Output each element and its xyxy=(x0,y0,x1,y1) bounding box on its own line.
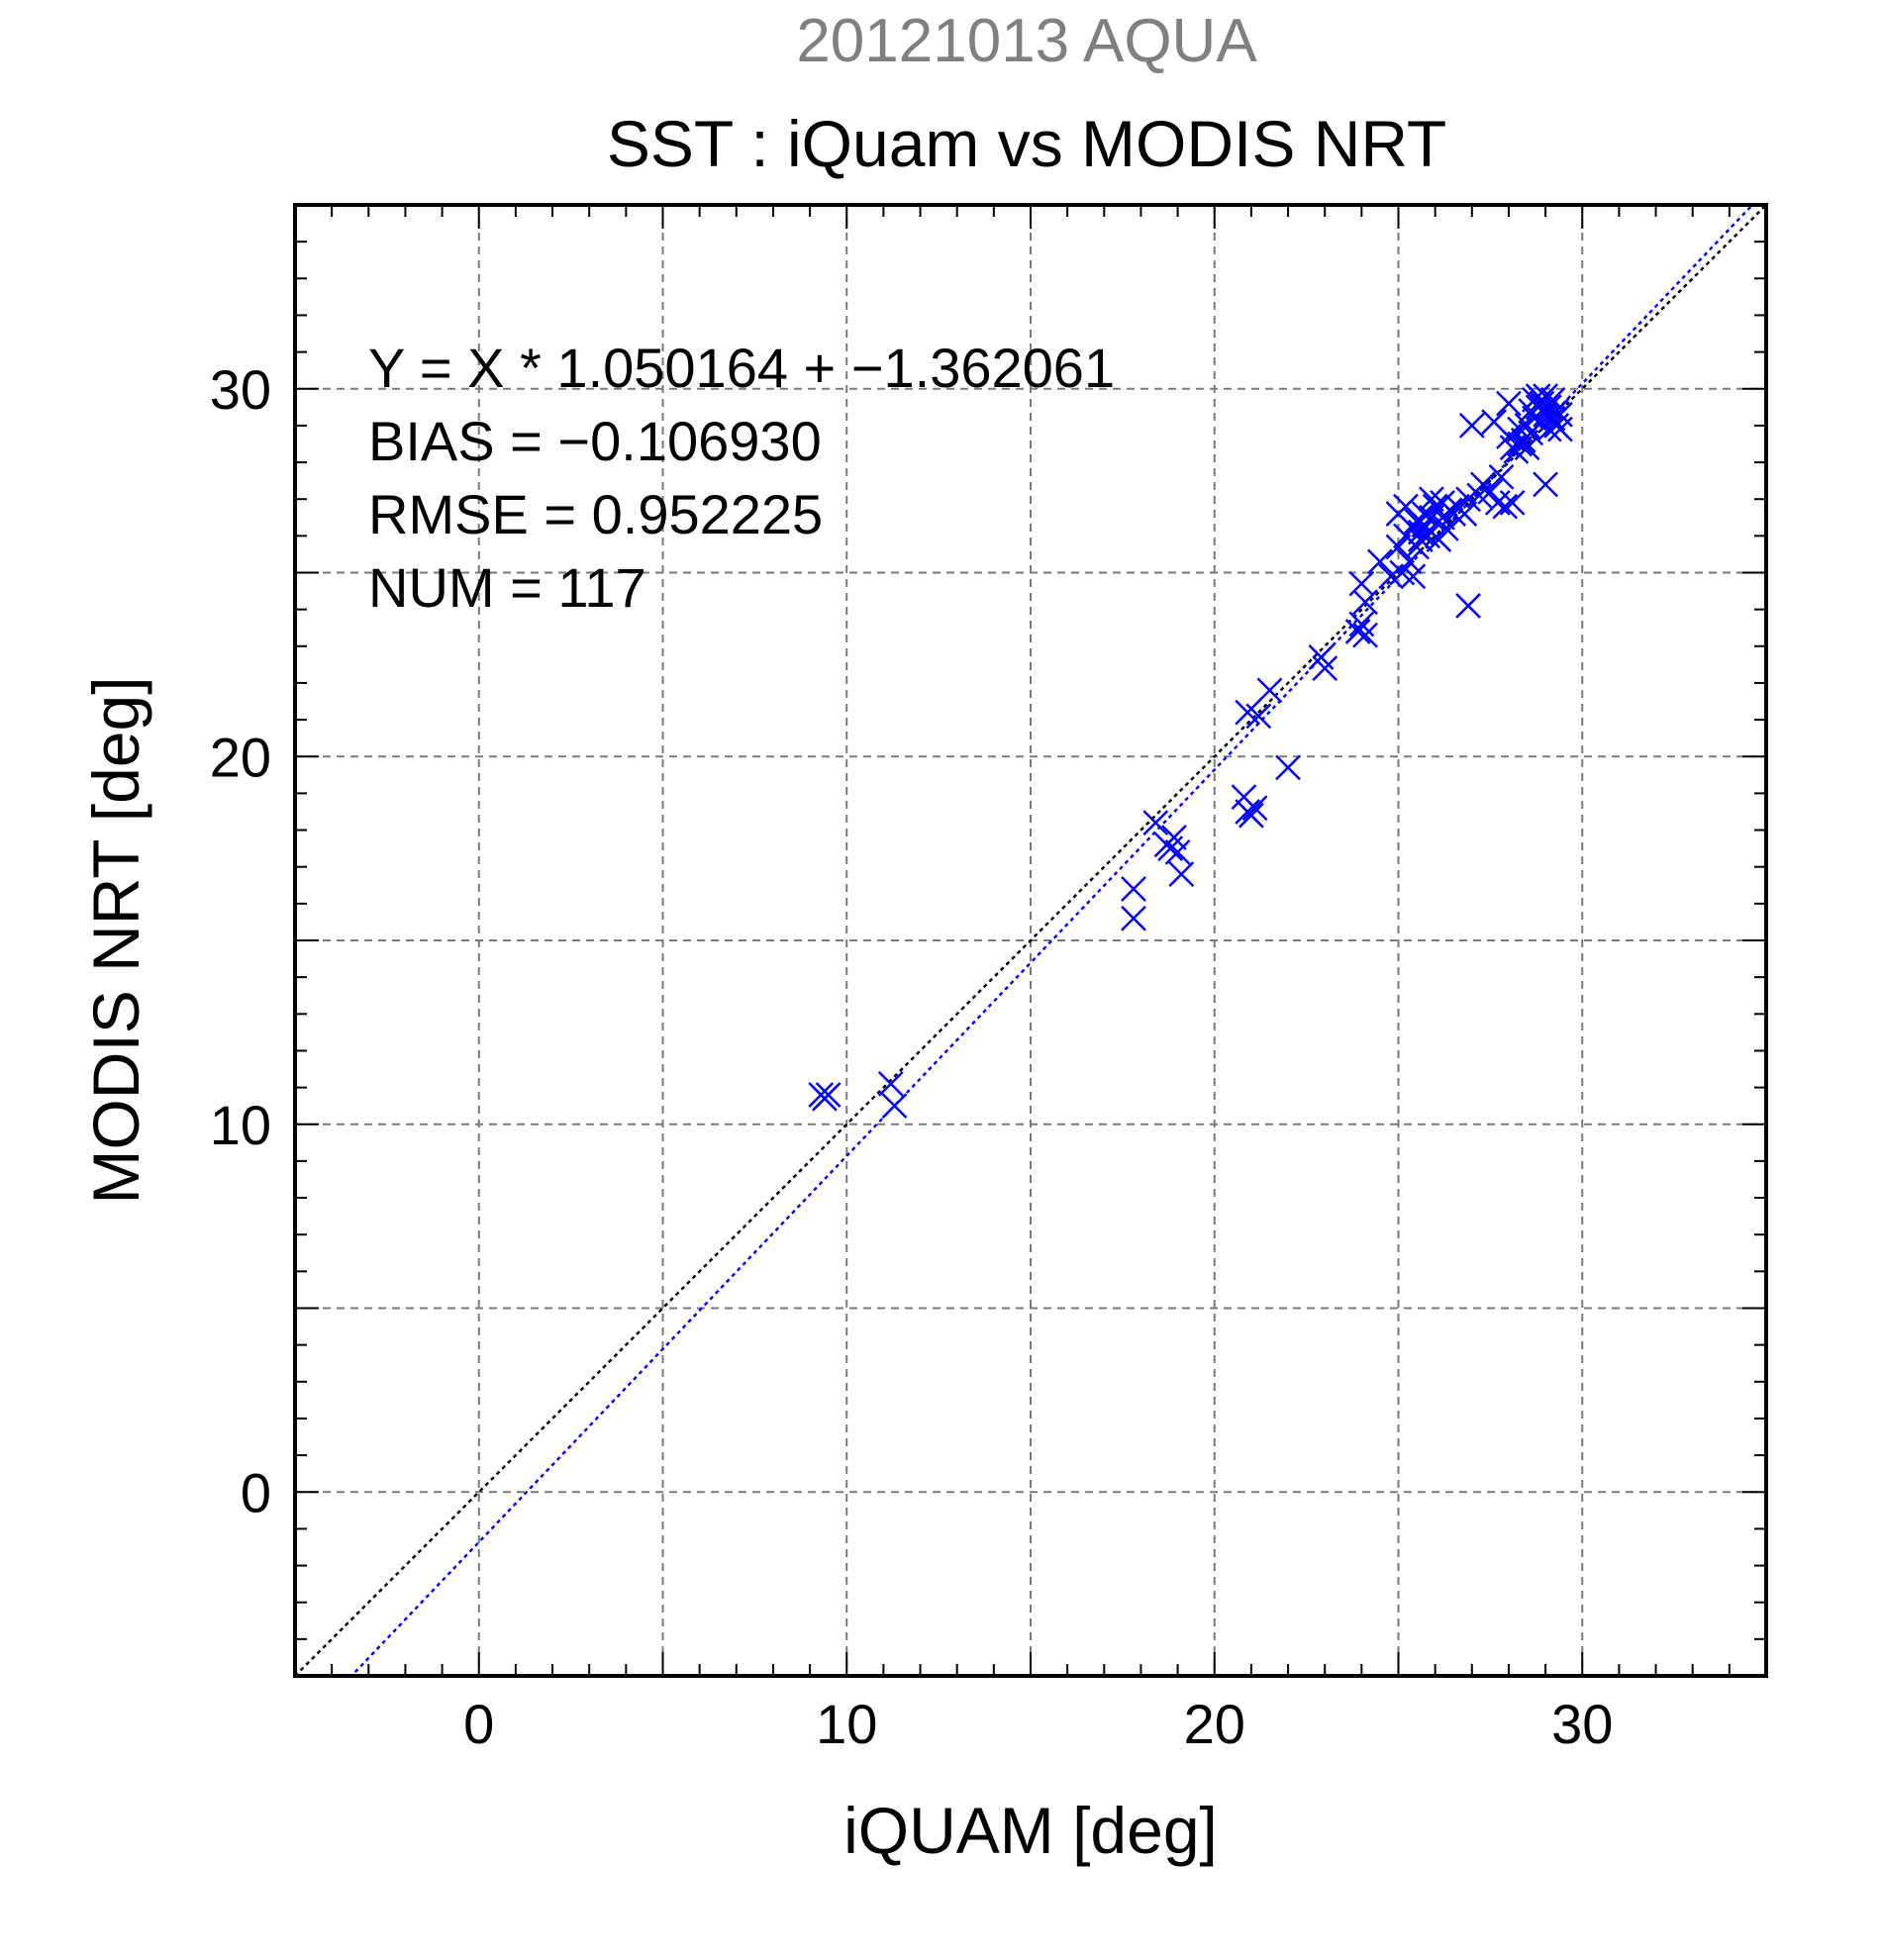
data-point xyxy=(1168,861,1195,888)
data-point xyxy=(1492,493,1519,520)
data-point xyxy=(1407,527,1434,552)
y-tick-label: 20 xyxy=(210,726,271,788)
data-point xyxy=(1256,677,1283,704)
data-points xyxy=(808,383,1573,1120)
data-point xyxy=(1312,655,1338,681)
tick-labels: 0 10 20 30 0 10 20 30 xyxy=(210,358,1614,1755)
y-tick-label: 30 xyxy=(210,358,271,421)
data-point xyxy=(1499,490,1526,516)
data-point xyxy=(1121,876,1146,902)
data-point xyxy=(1238,802,1264,829)
data-point xyxy=(1422,493,1448,520)
y-tick-label: 10 xyxy=(210,1094,271,1156)
data-point xyxy=(1161,825,1187,850)
data-point xyxy=(1426,527,1452,552)
chart-subtitle: 20121013 AQUA xyxy=(796,7,1257,75)
data-point xyxy=(1245,703,1272,730)
data-point xyxy=(1367,548,1393,575)
data-point xyxy=(1458,413,1485,439)
data-point xyxy=(1514,435,1540,461)
data-point xyxy=(1496,390,1522,417)
y-axis-title: MODIS NRT [deg] xyxy=(79,676,152,1204)
data-point xyxy=(1352,589,1378,616)
y-tick-label: 0 xyxy=(241,1461,271,1523)
data-point xyxy=(1533,471,1558,498)
x-tick-label: 0 xyxy=(463,1693,494,1755)
chart-title: SST : iQuam vs MODIS NRT xyxy=(607,107,1446,180)
data-point xyxy=(877,1071,904,1097)
data-point xyxy=(1164,838,1191,865)
data-point xyxy=(1455,593,1481,619)
identity-line xyxy=(295,205,1766,1676)
plot-frame xyxy=(293,203,1768,1678)
data-point xyxy=(1396,548,1423,575)
data-point xyxy=(1344,619,1371,644)
data-point xyxy=(1400,563,1427,590)
data-point xyxy=(1275,754,1301,781)
data-point xyxy=(1484,490,1511,516)
data-point xyxy=(1241,795,1268,822)
x-tick-label: 30 xyxy=(1551,1693,1613,1755)
x-tick-label: 10 xyxy=(816,1693,877,1755)
x-axis-title: iQUAM [deg] xyxy=(843,1794,1218,1867)
fit-equation: Y = X * 1.050164 + −1.362061 xyxy=(368,337,1115,399)
data-point xyxy=(1385,534,1412,560)
data-point xyxy=(1539,405,1566,432)
x-tick-label: 20 xyxy=(1184,1693,1245,1755)
data-point xyxy=(1451,501,1478,527)
data-point xyxy=(1348,570,1375,597)
data-point xyxy=(1142,810,1169,836)
data-point xyxy=(1488,464,1515,490)
bias-value: BIAS = −0.106930 xyxy=(368,410,822,472)
data-point xyxy=(1121,905,1146,931)
data-point xyxy=(1547,401,1573,428)
num-value: NUM = 117 xyxy=(368,556,646,619)
data-point xyxy=(881,1093,908,1120)
data-point xyxy=(1352,622,1378,648)
data-point xyxy=(815,1082,842,1108)
rmse-value: RMSE = 0.952225 xyxy=(368,483,823,545)
